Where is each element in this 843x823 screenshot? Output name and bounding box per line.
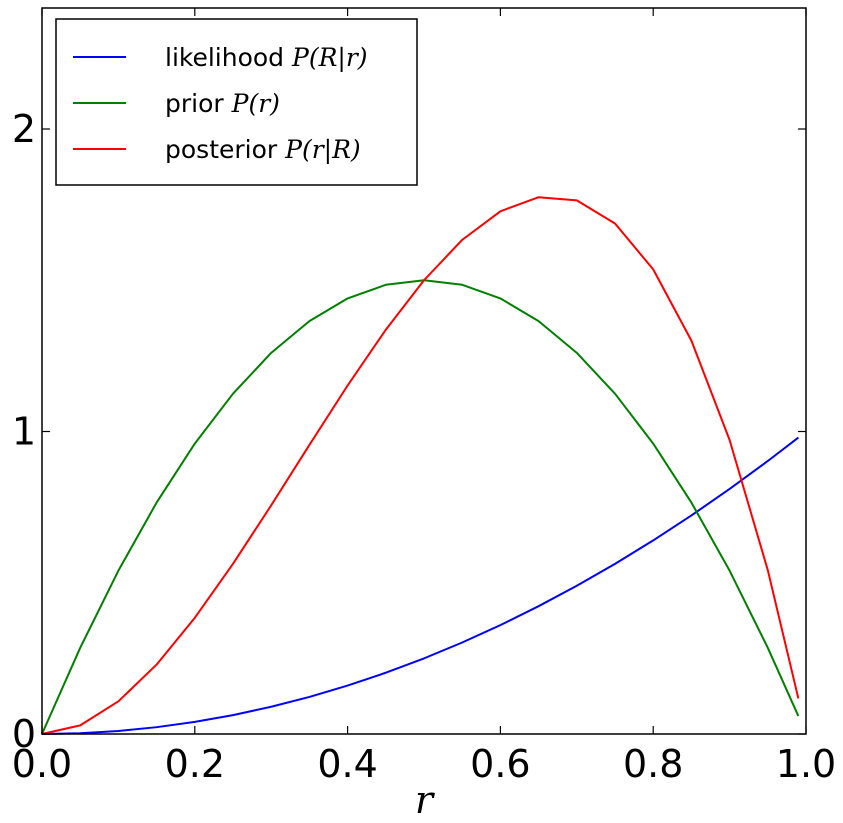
y-tick-label: 1 — [12, 410, 36, 454]
y-tick-label: 2 — [12, 107, 36, 151]
x-tick-label: 1.0 — [776, 742, 836, 786]
x-tick-label: 0.4 — [317, 742, 377, 786]
legend-label-posterior: posterior P(r|R) — [165, 135, 361, 165]
series-layer — [41, 196, 800, 735]
plot-frame — [41, 7, 807, 735]
x-axis-label: r — [415, 778, 436, 822]
x-tick-label: 0.6 — [470, 742, 530, 786]
legend: likelihood P(R|r) prior P(r) posterior P(r… — [55, 18, 418, 186]
series-line-likelihood — [41, 436, 799, 735]
legend-label-likelihood: likelihood P(R|r) — [165, 43, 368, 73]
x-tick-label: 0.2 — [165, 742, 225, 786]
x-tick-label: 0.8 — [623, 742, 683, 786]
series-line-posterior — [41, 196, 800, 735]
legend-entries: likelihood P(R|r) prior P(r) posterior P(r… — [73, 43, 368, 165]
legend-label-prior: prior P(r) — [165, 89, 280, 118]
y-tick-label: 0 — [12, 712, 36, 756]
x-tick-label: 0.0 — [12, 742, 72, 786]
tick-layer: 0.0 0.2 0.4 0.6 0.8 1.0 0 1 2 — [12, 8, 836, 786]
